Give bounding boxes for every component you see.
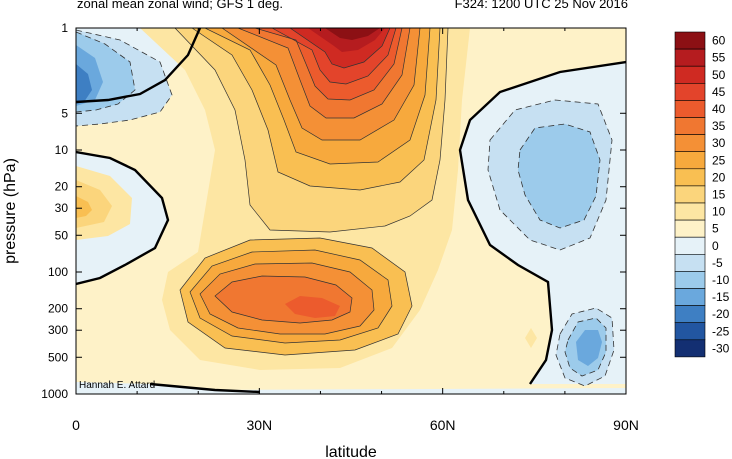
x-axis-ticks: 0 30N 60N 90N [72, 28, 639, 433]
x-tick-label: 90N [613, 417, 639, 433]
y-tick-label: 20 [55, 180, 69, 194]
colorbar-swatch [674, 31, 706, 50]
y-tick-label: 50 [55, 228, 69, 242]
colorbar-swatch [674, 100, 706, 118]
colorbar-label: -5 [712, 256, 723, 270]
band-stj-35 [285, 296, 340, 318]
colorbar-label: -15 [712, 290, 730, 304]
colorbar-swatch [674, 236, 706, 255]
band-polar-minus10 [518, 124, 600, 228]
colorbar-label: 0 [712, 239, 719, 253]
x-axis-title: latitude [325, 444, 377, 459]
colorbar-swatch [674, 185, 706, 204]
colorbar-swatch [674, 305, 706, 324]
colorbar-swatch [674, 65, 706, 84]
y-axis-ticks: 1 5 10 20 30 50 100 200 300 500 1000 [41, 21, 626, 401]
colorbar-label: 20 [712, 170, 726, 184]
y-tick-label: 100 [48, 265, 68, 279]
colorbar-swatch [674, 339, 706, 358]
colorbar-swatch [674, 271, 706, 289]
colorbar-swatch [674, 48, 706, 67]
colorbar-label: 55 [712, 51, 726, 65]
zero-contour-lines [76, 28, 626, 394]
colorbar-label: 10 [712, 205, 726, 219]
negative-contour-lines [76, 29, 615, 387]
band-pocket-15 [76, 196, 92, 218]
colorbar-label: 50 [712, 68, 726, 82]
plot-frame [75, 27, 627, 395]
colorbar-swatch [674, 322, 706, 341]
contour-plot-area [76, 28, 626, 394]
colorbar-label: -25 [712, 324, 730, 338]
colorbar-swatch [674, 288, 706, 306]
y-tick-label: 30 [55, 201, 69, 215]
colorbar-label: 35 [712, 119, 726, 133]
colorbar-label: -30 [712, 341, 730, 355]
colorbar-swatch [674, 134, 706, 153]
chart-title-left: zonal mean zonal wind; GFS 1 deg. [77, 0, 283, 11]
y-tick-label: 1000 [41, 387, 68, 401]
colorbar-swatch [674, 151, 706, 170]
y-tick-label: 500 [48, 350, 68, 364]
x-tick-label: 30N [246, 417, 272, 433]
colorbar-label: 15 [712, 187, 726, 201]
y-tick-label: 1 [61, 21, 68, 35]
colorbar-label: -10 [712, 273, 730, 287]
y-axis-title: pressure (hPa) [2, 158, 19, 264]
colorbar-label: 5 [712, 222, 719, 236]
colorbar-swatch [674, 254, 706, 272]
band-jet-55 [325, 28, 380, 40]
colorbar-swatch [674, 202, 706, 221]
colorbar-label: 40 [712, 102, 726, 116]
colorbar-label: 30 [712, 136, 726, 150]
colorbar: 605550454035302520151050-5-10-15-20-25-3… [674, 31, 730, 358]
y-tick-label: 300 [48, 323, 68, 337]
y-tick-label: 5 [61, 106, 68, 120]
colorbar-label: 45 [712, 85, 726, 99]
contour-lines [174, 28, 449, 356]
x-tick-label: 0 [72, 417, 80, 433]
x-tick-label: 60N [430, 417, 456, 433]
band-small-pocket-5 [525, 328, 537, 348]
y-tick-label: 200 [48, 302, 68, 316]
colorbar-label: 60 [712, 34, 726, 48]
colorbar-swatch [674, 117, 706, 135]
colorbar-label: -20 [712, 307, 730, 321]
colorbar-label: 25 [712, 153, 726, 167]
chart-title-right: F324: 1200 UTC 25 Nov 2016 [454, 0, 628, 11]
y-tick-label: 10 [55, 143, 69, 157]
colorbar-swatch [674, 83, 706, 101]
colorbar-swatch [674, 168, 706, 187]
band-tropical-minus20 [76, 64, 92, 104]
author-credit: Hannah E. Attard [79, 380, 155, 391]
colorbar-swatch [674, 219, 706, 238]
band-lowpolar-minus15 [576, 330, 602, 366]
